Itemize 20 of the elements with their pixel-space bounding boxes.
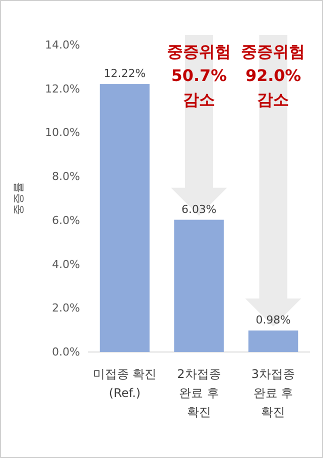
y-tick-label: 12.0% [45,82,80,96]
y-tick-label: 2.0% [52,302,80,315]
x-tick-label: 미접종 확진 (Ref.) [92,367,157,400]
data-label: 6.03% [182,202,216,216]
x-tick-label: 3차접종 완료 후 확진 [251,367,296,419]
bar [100,84,150,352]
y-tick-label: 14.0% [45,38,80,52]
bar [174,220,224,352]
annotation: 중증위험 92.0% 감소 [241,42,306,109]
y-tick-label: 10.0% [45,126,80,140]
bar [248,330,298,352]
y-tick-label: 6.0% [52,214,80,227]
x-tick-label: 2차접종 완료 후 확진 [177,367,221,419]
data-label: 12.22% [104,67,146,80]
y-axis-title: 중증률 [12,182,25,215]
data-label: 0.98% [256,314,291,327]
y-tick-label: 0.0% [52,346,80,359]
y-tick-label: 8.0% [52,170,80,184]
annotation: 중증위험 50.7% 감소 [167,42,231,109]
y-tick-label: 4.0% [52,258,80,271]
